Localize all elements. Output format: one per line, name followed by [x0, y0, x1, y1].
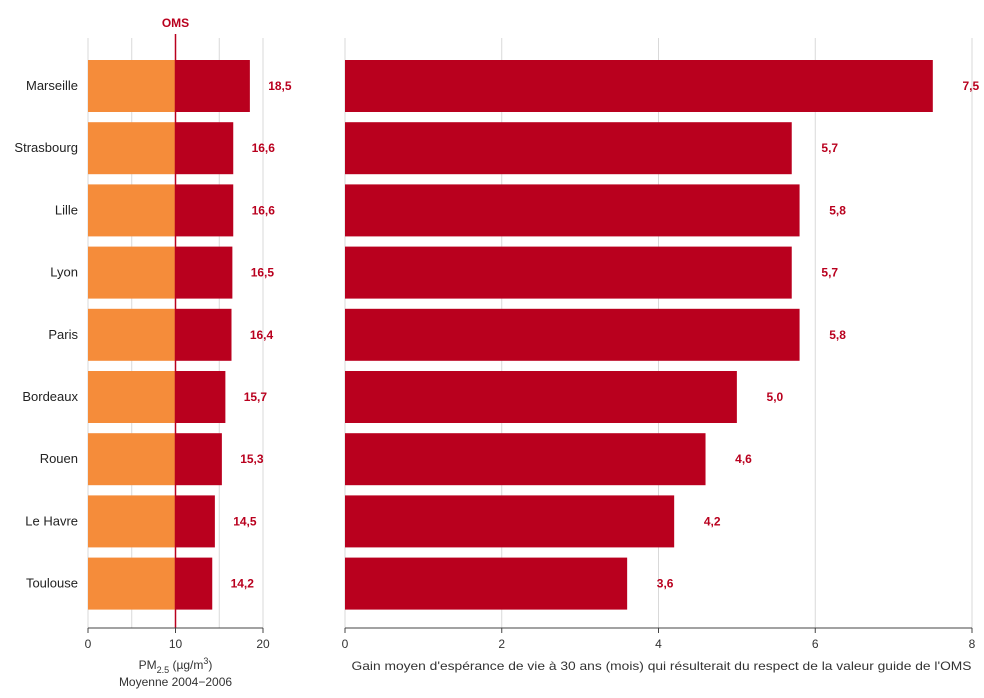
pm25-bar-base: [88, 122, 176, 175]
pm25-bar-excess: [175, 60, 250, 112]
gain-tick-label: 0: [342, 637, 349, 651]
gain-value-label: 5,7: [821, 141, 838, 155]
gain-tick-label: 6: [812, 637, 819, 651]
pm25-axis-subtitle: Moyenne 2004−2006: [119, 675, 232, 689]
pm25-bar-excess: [175, 433, 222, 486]
pm25-bar-excess: [175, 308, 232, 361]
pm25-value-label: 14,5: [233, 514, 257, 528]
category-label: Toulouse: [26, 576, 78, 591]
pm25-tick-label: 0: [85, 637, 92, 651]
gain-value-label: 4,2: [704, 514, 721, 528]
gain-axis-title: Gain moyen d'espérance de vie à 30 ans (…: [352, 659, 972, 673]
gain-value-label: 4,6: [735, 452, 752, 466]
gain-bar: [345, 184, 800, 237]
pm25-bar-base: [88, 495, 176, 548]
oms-label: OMS: [162, 16, 189, 30]
pm25-value-label: 16,6: [252, 141, 276, 155]
gain-value-label: 5,7: [821, 266, 838, 280]
pm25-bar-excess: [175, 557, 213, 610]
category-label: Lyon: [50, 265, 78, 280]
pm25-tick-label: 20: [256, 637, 270, 651]
pm25-bar-excess: [175, 371, 226, 423]
pm25-bar-base: [88, 184, 176, 237]
pm25-value-label: 16,4: [250, 328, 274, 342]
category-label: Le Havre: [25, 513, 78, 528]
category-label: Bordeaux: [22, 389, 78, 404]
gain-value-label: 5,8: [829, 328, 846, 342]
gain-bar: [345, 557, 628, 610]
pm25-value-label: 18,5: [268, 79, 292, 93]
pm25-bar-base: [88, 433, 176, 486]
pm25-bar-base: [88, 246, 176, 299]
gain-value-label: 5,8: [829, 203, 846, 217]
life-expectancy-panel: 7,5 5,7 5,8 5,7 5,8 5,0 4,6 4,2 3,6 0 2 4 6 8 Gain moy…: [342, 38, 979, 673]
gain-bar: [345, 371, 737, 423]
pm25-panel: 18,5 Marseille 16,6 Strasbourg 16,6 Lille 16,5…: [14, 16, 291, 689]
gain-tick-label: 8: [969, 637, 976, 651]
pm25-value-label: 16,5: [251, 266, 275, 280]
category-label: Rouen: [40, 451, 78, 466]
category-label: Marseille: [26, 78, 78, 93]
pm25-bar-base: [88, 60, 176, 112]
pm25-value-label: 14,2: [231, 577, 255, 591]
gain-value-label: 3,6: [657, 577, 674, 591]
pm25-value-label: 15,7: [244, 390, 268, 404]
pm25-bar-base: [88, 557, 176, 610]
category-label: Lille: [55, 202, 78, 217]
gain-value-label: 7,5: [962, 79, 979, 93]
pm25-bar-excess: [175, 495, 215, 548]
gain-tick-label: 2: [498, 637, 505, 651]
gain-tick-label: 4: [655, 637, 662, 651]
pm25-bar-base: [88, 371, 176, 423]
pm25-bar-excess: [175, 184, 234, 237]
gain-bar: [345, 308, 800, 361]
category-label: Paris: [48, 327, 78, 342]
pm25-value-label: 16,6: [252, 203, 276, 217]
gain-value-label: 5,0: [767, 390, 784, 404]
gain-bar: [345, 60, 933, 112]
pm25-tick-label: 10: [169, 637, 183, 651]
pm25-bar-excess: [175, 246, 233, 299]
pm25-bar-excess: [175, 122, 234, 175]
gain-bar: [345, 433, 706, 486]
pm25-value-label: 15,3: [240, 452, 264, 466]
gain-bar: [345, 246, 792, 299]
gain-bar: [345, 122, 792, 175]
pm25-bar-base: [88, 308, 176, 361]
gain-bar: [345, 495, 675, 548]
category-label: Strasbourg: [14, 140, 78, 155]
pm25-axis-title: PM2.5 (µg/m3): [139, 656, 213, 675]
